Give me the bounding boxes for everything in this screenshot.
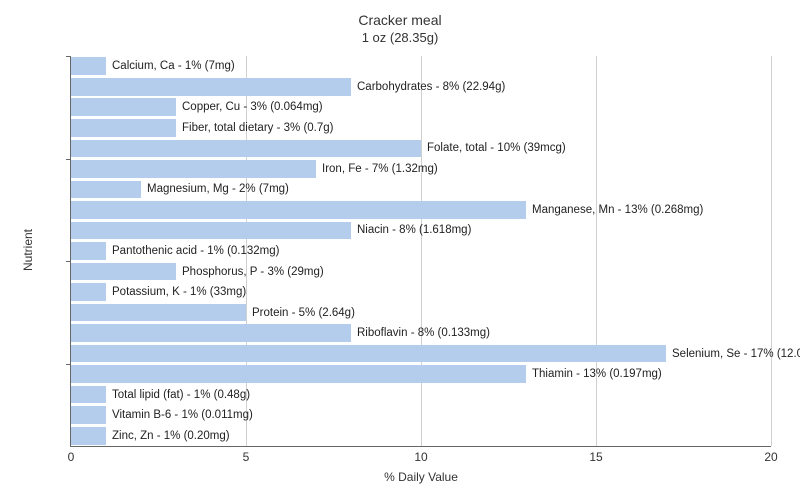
bar-label: Folate, total - 10% (39mcg) (421, 140, 566, 158)
y-axis-label: Nutrient (21, 229, 35, 271)
x-tick-label: 15 (589, 450, 602, 464)
x-tick-label: 0 (68, 450, 75, 464)
chart-title: Cracker meal (0, 12, 800, 28)
bar (71, 386, 106, 404)
bar-label: Selenium, Se - 17% (12.0mcg) (666, 345, 800, 363)
bar (71, 345, 666, 363)
bar (71, 263, 176, 281)
x-tick-label: 10 (414, 450, 427, 464)
bar-label: Zinc, Zn - 1% (0.20mg) (106, 427, 230, 445)
bar (71, 98, 176, 116)
bar-label: Fiber, total dietary - 3% (0.7g) (176, 119, 333, 137)
bar-label: Iron, Fe - 7% (1.32mg) (316, 160, 438, 178)
bar-label: Vitamin B-6 - 1% (0.011mg) (106, 406, 253, 424)
y-tick (66, 364, 71, 365)
bar-label: Niacin - 8% (1.618mg) (351, 222, 471, 240)
bar (71, 119, 176, 137)
y-tick (66, 56, 71, 57)
bar (71, 283, 106, 301)
bar (71, 324, 351, 342)
bar (71, 304, 246, 322)
bar-label: Phosphorus, P - 3% (29mg) (176, 263, 324, 281)
y-tick (66, 261, 71, 262)
gridline (596, 56, 597, 446)
bar-label: Protein - 5% (2.64g) (246, 304, 355, 322)
bar (71, 140, 421, 158)
y-tick (66, 159, 71, 160)
bar-label: Carbohydrates - 8% (22.94g) (351, 78, 505, 96)
bar (71, 78, 351, 96)
plot-area: % Daily Value 05101520Calcium, Ca - 1% (… (70, 56, 771, 447)
bar (71, 160, 316, 178)
bar-label: Copper, Cu - 3% (0.064mg) (176, 98, 323, 116)
x-tick-label: 20 (764, 450, 777, 464)
chart-subtitle: 1 oz (28.35g) (0, 30, 800, 45)
gridline (771, 56, 772, 446)
bar (71, 242, 106, 260)
bar-label: Potassium, K - 1% (33mg) (106, 283, 246, 301)
bar-label: Riboflavin - 8% (0.133mg) (351, 324, 490, 342)
bar (71, 181, 141, 199)
bar (71, 406, 106, 424)
bar (71, 427, 106, 445)
gridline (421, 56, 422, 446)
bar-label: Manganese, Mn - 13% (0.268mg) (526, 201, 703, 219)
bar (71, 201, 526, 219)
bar (71, 365, 526, 383)
bar-label: Thiamin - 13% (0.197mg) (526, 365, 662, 383)
bar-label: Total lipid (fat) - 1% (0.48g) (106, 386, 250, 404)
bar (71, 57, 106, 75)
x-tick-label: 5 (243, 450, 250, 464)
bar-label: Calcium, Ca - 1% (7mg) (106, 57, 235, 75)
bar-label: Pantothenic acid - 1% (0.132mg) (106, 242, 279, 260)
bar (71, 222, 351, 240)
bar-label: Magnesium, Mg - 2% (7mg) (141, 181, 289, 199)
nutrient-chart: Cracker meal 1 oz (28.35g) Nutrient % Da… (0, 0, 800, 500)
x-axis-label: % Daily Value (71, 470, 771, 484)
